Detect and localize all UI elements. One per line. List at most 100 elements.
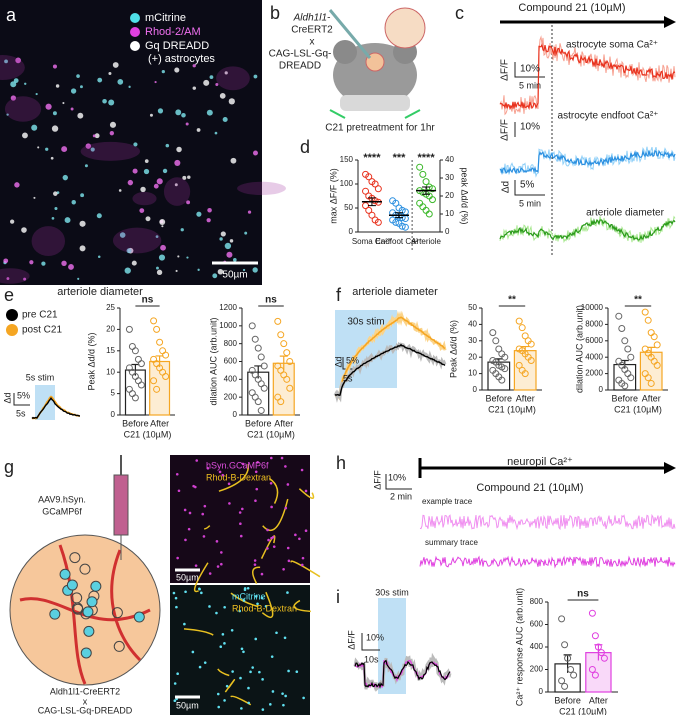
brain-cells: [49, 552, 145, 659]
tick-label: 40: [468, 320, 477, 329]
data-point: [647, 379, 655, 387]
y-axis-label: Peak Δd/d (%): [86, 332, 96, 390]
data-point: [495, 345, 503, 353]
x-tick-label: Before: [612, 393, 639, 403]
label: CreERT2: [291, 25, 333, 36]
cell: [271, 535, 275, 539]
cell: [71, 592, 83, 604]
cell: [144, 159, 149, 163]
cell: [261, 708, 265, 711]
cell: [272, 545, 276, 548]
cell: [3, 258, 9, 264]
annotation: ns: [577, 589, 589, 600]
tick-label: 400: [530, 642, 544, 651]
x-tick-label: Before: [486, 393, 513, 403]
cell: [133, 142, 138, 147]
label: x: [310, 37, 315, 48]
cell: [177, 255, 180, 258]
cell: [220, 551, 223, 554]
trace: [499, 42, 676, 111]
cell: [145, 216, 151, 222]
data-point: [374, 185, 382, 193]
cell: [287, 559, 291, 563]
cell: [301, 556, 305, 560]
cell: [118, 189, 122, 192]
cell: [31, 124, 38, 131]
cell: [284, 506, 288, 510]
cell: [85, 143, 92, 149]
cell: [242, 650, 245, 654]
vessel: [262, 498, 289, 532]
label: C21 pretreatment for 1hr: [325, 123, 435, 134]
cell: [92, 134, 96, 138]
cell: [90, 580, 102, 592]
legend-swatch: [130, 13, 140, 23]
tick-label: 10000: [581, 303, 604, 312]
data-point: [251, 335, 259, 343]
label: 5%: [520, 180, 535, 191]
cell: [64, 217, 71, 224]
x-tick-label: Soma Ca²⁺: [352, 237, 392, 246]
x-axis-label: C21 (10µM): [247, 429, 295, 439]
cell: [79, 563, 91, 575]
stain: [0, 54, 25, 80]
data-point: [365, 173, 373, 181]
annotation: ****: [417, 152, 435, 164]
data-point: [153, 385, 161, 393]
tick-label: 6000: [585, 336, 603, 345]
cell: [176, 672, 179, 676]
cell: [140, 186, 146, 193]
cell: [203, 661, 207, 664]
cell: [198, 587, 201, 591]
cell: [10, 219, 15, 224]
label: Aldh1l1-CreERT2: [50, 686, 120, 696]
tick-label: 200: [224, 392, 238, 401]
cell: [240, 647, 244, 651]
cell: [298, 537, 301, 541]
panel-letter: h: [336, 453, 346, 473]
data-point: [156, 338, 164, 346]
data-point: [137, 381, 145, 389]
cell: [111, 607, 123, 619]
data-point: [254, 398, 262, 406]
cell: [90, 147, 95, 152]
x-tick-label: After: [150, 418, 169, 428]
cell: [247, 701, 251, 705]
data-point: [162, 372, 170, 380]
data-point: [159, 347, 167, 355]
cell: [207, 207, 212, 213]
cell: [80, 193, 85, 198]
cell: [230, 157, 237, 164]
cell: [255, 487, 259, 491]
mouse-schematic: [328, 7, 426, 119]
cell: [253, 563, 257, 566]
label: 2 min: [390, 491, 412, 501]
cell: [280, 456, 284, 460]
legend-swatch: [6, 324, 18, 336]
label: GCaMP6f: [42, 506, 82, 516]
data-point: [425, 210, 433, 218]
cell: [24, 82, 27, 85]
vessel: [293, 599, 311, 613]
cell: [252, 267, 258, 273]
label: 50µm: [176, 572, 199, 582]
data-point: [260, 384, 268, 392]
data-point: [627, 353, 635, 361]
vessels: [172, 456, 321, 711]
cell: [206, 218, 211, 223]
tick-label: 150: [340, 155, 354, 164]
label: post C21: [22, 325, 62, 336]
cell: [208, 572, 212, 575]
label: CAG-LSL-Gq-DREADD: [38, 705, 133, 715]
cell: [79, 220, 86, 227]
cell: [226, 251, 233, 258]
tick-label: 10: [468, 369, 477, 378]
error-bar: [395, 212, 403, 219]
cell: [155, 235, 159, 238]
cell: [266, 547, 269, 550]
cell: [187, 527, 191, 531]
cell: [215, 611, 218, 615]
cell: [71, 200, 76, 205]
panel-letter: b: [270, 3, 280, 23]
